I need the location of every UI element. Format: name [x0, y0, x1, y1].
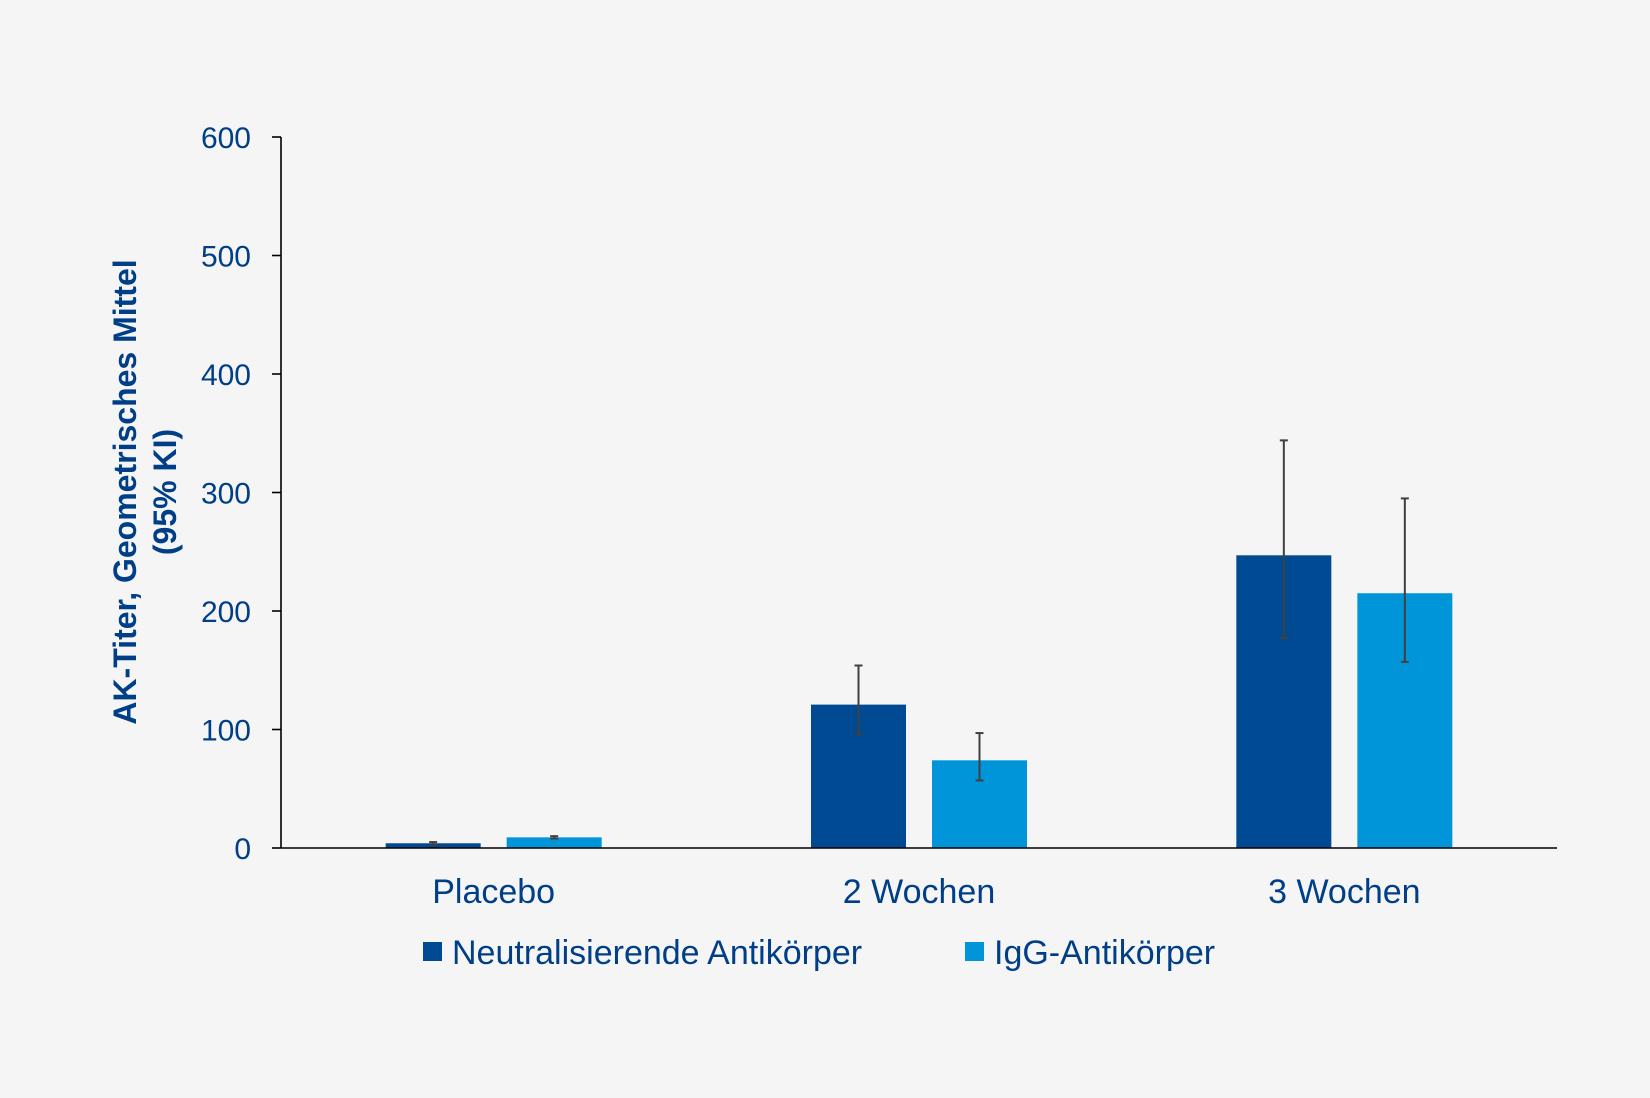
- y-axis-title-line-1: AK-Titer, Geometrisches Mittel: [107, 259, 143, 724]
- bar-igg-0: [506, 837, 602, 848]
- y-axis-title: AK-Titer, Geometrisches Mittel (95% KI): [107, 259, 183, 724]
- y-tick-label: 100: [201, 715, 251, 748]
- plot-area: 0 100 200 300 400 500 600 Placebo 2 Wochen 3 Woch…: [201, 122, 1557, 911]
- y-tick-label: 300: [201, 478, 251, 511]
- legend-swatch-igg: [965, 942, 984, 961]
- legend-swatch-neutralizing: [423, 942, 442, 961]
- bar-neutralizing-0: [385, 843, 481, 848]
- y-tick-label: 200: [201, 596, 251, 629]
- y-axis-title-line-2: (95% KI): [147, 429, 183, 555]
- x-category-label: 3 Wochen: [1268, 873, 1420, 911]
- legend-label-neutralizing: Neutralisierende Antikörper: [452, 934, 862, 972]
- y-tick-label: 0: [234, 833, 251, 866]
- legend-label-igg: IgG-Antikörper: [994, 934, 1215, 972]
- x-category-label: Placebo: [432, 873, 555, 911]
- y-tick-label: 500: [201, 241, 251, 274]
- x-category-label: 2 Wochen: [843, 873, 995, 911]
- y-tick-label: 400: [201, 359, 251, 392]
- y-tick-label: 600: [201, 122, 251, 155]
- legend: Neutralisierende Antikörper IgG-Antikörpe…: [423, 934, 1215, 972]
